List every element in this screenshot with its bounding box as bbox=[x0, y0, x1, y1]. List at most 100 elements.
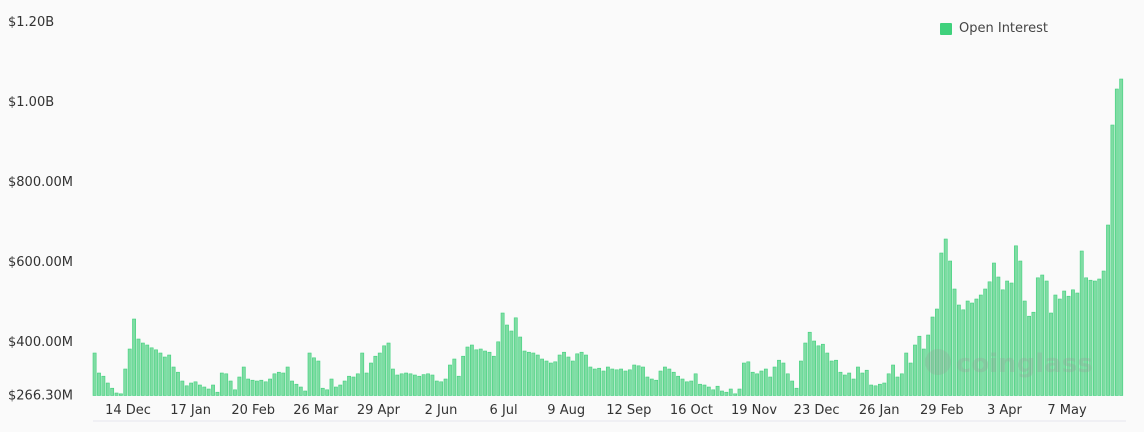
bar[interactable] bbox=[851, 378, 856, 396]
bar[interactable] bbox=[1084, 277, 1089, 396]
bar[interactable] bbox=[557, 354, 562, 396]
bar[interactable] bbox=[935, 308, 939, 396]
bar[interactable] bbox=[812, 340, 817, 396]
bar[interactable] bbox=[579, 351, 584, 396]
bar[interactable] bbox=[281, 372, 286, 396]
bar[interactable] bbox=[92, 352, 97, 396]
bar[interactable] bbox=[649, 378, 654, 396]
bar[interactable] bbox=[474, 349, 479, 396]
bar[interactable] bbox=[535, 354, 540, 396]
bar[interactable] bbox=[456, 375, 461, 396]
bar[interactable] bbox=[303, 390, 308, 396]
bar[interactable] bbox=[807, 331, 812, 396]
bar[interactable] bbox=[544, 360, 549, 396]
bar[interactable] bbox=[978, 294, 983, 396]
bar[interactable] bbox=[1119, 78, 1124, 396]
bar[interactable] bbox=[856, 366, 860, 396]
bar[interactable] bbox=[522, 350, 527, 396]
bar[interactable] bbox=[895, 376, 900, 396]
bar[interactable] bbox=[373, 355, 378, 396]
bar[interactable] bbox=[847, 372, 852, 396]
bar[interactable] bbox=[1097, 278, 1102, 396]
bar[interactable] bbox=[272, 373, 277, 396]
bar[interactable] bbox=[97, 372, 101, 396]
bar[interactable] bbox=[965, 300, 970, 396]
bar[interactable] bbox=[211, 384, 215, 396]
bar[interactable] bbox=[404, 372, 408, 396]
bar[interactable] bbox=[584, 354, 588, 396]
bar[interactable] bbox=[338, 384, 343, 396]
bar[interactable] bbox=[891, 364, 895, 396]
bar[interactable] bbox=[1044, 280, 1049, 396]
bar[interactable] bbox=[671, 371, 676, 396]
bar[interactable] bbox=[614, 369, 619, 396]
bar[interactable] bbox=[926, 334, 931, 396]
bar[interactable] bbox=[140, 342, 145, 396]
bar[interactable] bbox=[610, 368, 615, 396]
bar[interactable] bbox=[768, 376, 773, 396]
bar[interactable] bbox=[1062, 290, 1067, 396]
bar[interactable] bbox=[391, 368, 395, 396]
bar[interactable] bbox=[658, 370, 663, 396]
bar[interactable] bbox=[478, 348, 483, 396]
bar[interactable] bbox=[189, 382, 194, 396]
bar[interactable] bbox=[842, 374, 847, 396]
bar[interactable] bbox=[263, 381, 268, 396]
bar[interactable] bbox=[377, 352, 382, 396]
bar[interactable] bbox=[755, 373, 759, 396]
bar[interactable] bbox=[654, 379, 659, 396]
bar[interactable] bbox=[500, 312, 505, 396]
bar[interactable] bbox=[746, 361, 751, 396]
bar[interactable] bbox=[237, 376, 242, 396]
bar[interactable] bbox=[513, 317, 518, 396]
bar[interactable] bbox=[149, 347, 154, 396]
bar[interactable] bbox=[255, 380, 259, 396]
bar[interactable] bbox=[952, 288, 957, 396]
bar[interactable] bbox=[285, 366, 290, 396]
bar[interactable] bbox=[606, 366, 610, 396]
bar[interactable] bbox=[316, 360, 321, 396]
bar[interactable] bbox=[1040, 274, 1045, 396]
bar[interactable] bbox=[1071, 289, 1075, 396]
bar[interactable] bbox=[917, 335, 922, 396]
bar[interactable] bbox=[588, 366, 593, 396]
bar[interactable] bbox=[412, 374, 417, 396]
bar[interactable] bbox=[294, 383, 299, 396]
bar[interactable] bbox=[864, 369, 869, 396]
bar[interactable] bbox=[127, 348, 132, 396]
bar[interactable] bbox=[167, 354, 172, 396]
bar[interactable] bbox=[123, 368, 128, 396]
bar[interactable] bbox=[434, 380, 439, 396]
bar[interactable] bbox=[553, 361, 558, 396]
bar[interactable] bbox=[702, 384, 707, 396]
bar[interactable] bbox=[781, 362, 786, 396]
bar[interactable] bbox=[711, 389, 716, 396]
bar[interactable] bbox=[930, 316, 935, 396]
bar[interactable] bbox=[421, 374, 426, 396]
bar[interactable] bbox=[224, 373, 229, 396]
bar[interactable] bbox=[540, 358, 544, 396]
bar[interactable] bbox=[1005, 280, 1010, 396]
bar[interactable] bbox=[408, 373, 413, 396]
bar[interactable] bbox=[873, 385, 878, 396]
bar[interactable] bbox=[360, 352, 365, 396]
bar[interactable] bbox=[970, 302, 974, 396]
bar[interactable] bbox=[1079, 250, 1084, 396]
bar[interactable] bbox=[676, 375, 680, 396]
bar[interactable] bbox=[333, 386, 338, 396]
bar[interactable] bbox=[1057, 298, 1062, 396]
bar[interactable] bbox=[619, 368, 623, 396]
bar[interactable] bbox=[443, 378, 448, 396]
bar[interactable] bbox=[983, 288, 988, 396]
bar[interactable] bbox=[737, 388, 742, 396]
bar[interactable] bbox=[241, 366, 246, 396]
bar[interactable] bbox=[974, 298, 979, 396]
bar[interactable] bbox=[886, 373, 891, 396]
bar[interactable] bbox=[706, 386, 711, 396]
bar[interactable] bbox=[1101, 270, 1106, 396]
bar[interactable] bbox=[728, 388, 733, 396]
bar[interactable] bbox=[1022, 300, 1027, 396]
bar[interactable] bbox=[1027, 315, 1031, 396]
bar[interactable] bbox=[119, 393, 123, 396]
bar[interactable] bbox=[820, 343, 825, 396]
